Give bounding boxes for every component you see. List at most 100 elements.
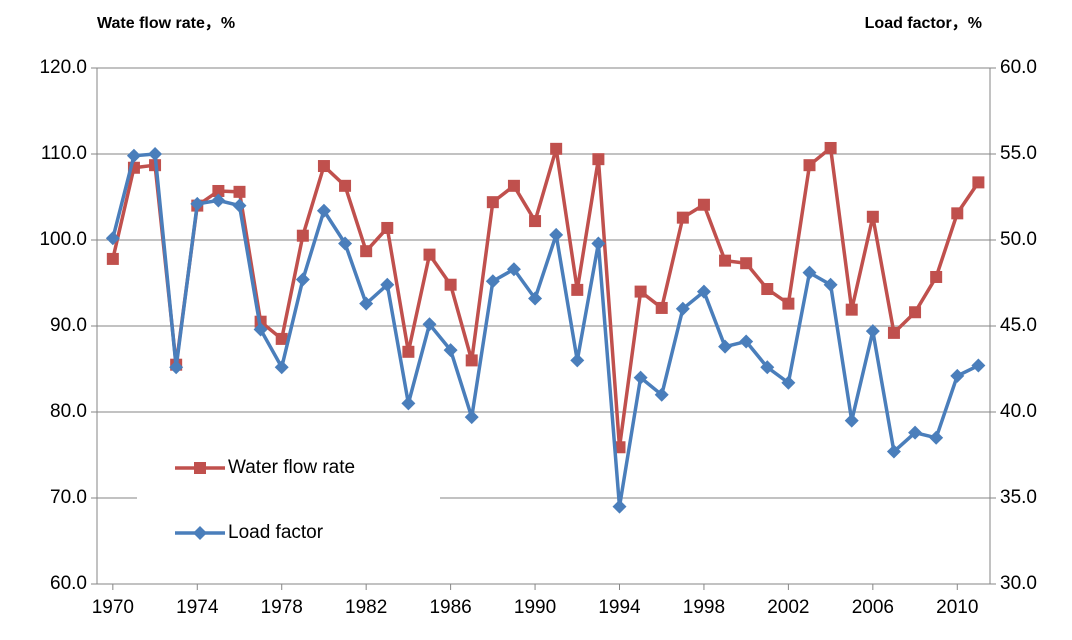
marker: [296, 229, 309, 242]
marker: [633, 370, 648, 385]
marker: [381, 221, 394, 234]
marker: [486, 196, 499, 209]
legend-label: Load factor: [228, 522, 324, 543]
marker: [423, 248, 436, 261]
marker: [444, 278, 457, 291]
y2-tick-label: 50.0: [1000, 229, 1037, 250]
marker: [866, 210, 879, 223]
marker: [232, 198, 247, 213]
marker: [612, 499, 627, 514]
x-tick-label: 1970: [92, 597, 134, 618]
marker: [465, 354, 478, 367]
x-tick-label: 2006: [852, 597, 894, 618]
marker: [317, 160, 330, 173]
marker: [591, 236, 606, 251]
marker: [824, 141, 837, 154]
x-tick-label: 1978: [261, 597, 303, 618]
marker: [971, 358, 986, 373]
marker: [929, 430, 944, 445]
marker: [972, 176, 985, 189]
marker: [823, 277, 838, 292]
marker: [253, 322, 268, 337]
marker: [194, 462, 206, 474]
marker: [402, 345, 415, 358]
y-tick-label: 90.0: [50, 315, 87, 336]
marker: [803, 159, 816, 172]
x-tick-label: 1974: [176, 597, 219, 618]
marker: [865, 324, 880, 339]
marker: [380, 277, 395, 292]
x-tick-label: 1986: [429, 597, 471, 618]
marker: [106, 252, 119, 265]
marker: [316, 203, 331, 218]
marker: [887, 326, 900, 339]
marker: [105, 231, 120, 246]
marker: [951, 207, 964, 220]
y-tick-label: 70.0: [50, 487, 87, 508]
x-tick-label: 1998: [683, 597, 725, 618]
marker: [359, 296, 374, 311]
marker: [634, 285, 647, 298]
marker: [126, 148, 141, 163]
marker: [211, 193, 226, 208]
marker: [275, 332, 288, 345]
marker: [950, 368, 965, 383]
x-tick-label: 2002: [767, 597, 809, 618]
marker: [443, 343, 458, 358]
marker: [401, 396, 416, 411]
marker: [507, 179, 520, 192]
marker: [295, 272, 310, 287]
marker: [360, 245, 373, 258]
y-tick-label: 60.0: [50, 573, 87, 594]
marker: [148, 147, 163, 161]
y2-tick-label: 40.0: [1000, 401, 1037, 422]
marker: [844, 413, 859, 428]
marker: [908, 425, 923, 440]
marker: [676, 211, 689, 224]
marker: [718, 339, 733, 354]
marker: [169, 360, 184, 375]
y-tick-label: 100.0: [39, 229, 87, 250]
marker: [592, 153, 605, 166]
marker: [760, 360, 775, 375]
marker: [739, 334, 754, 349]
marker: [675, 301, 690, 316]
y2-tick-label: 55.0: [1000, 143, 1037, 164]
x-tick-label: 1994: [598, 597, 641, 618]
y-tick-label: 120.0: [39, 57, 87, 78]
y2-tick-label: 35.0: [1000, 487, 1037, 508]
y-tick-label: 80.0: [50, 401, 87, 422]
legend-label: Water flow rate: [228, 457, 355, 478]
marker: [782, 297, 795, 310]
series-line: [111, 152, 980, 507]
marker: [212, 184, 225, 197]
marker: [550, 142, 563, 155]
marker: [909, 306, 922, 319]
marker: [697, 198, 710, 211]
marker: [886, 444, 901, 459]
y-axis-title: Wate flow rate，%: [97, 15, 235, 32]
marker: [654, 387, 669, 402]
marker: [190, 196, 205, 211]
marker: [719, 254, 732, 267]
marker: [193, 526, 207, 540]
marker: [930, 270, 943, 283]
marker: [802, 265, 817, 280]
marker: [339, 179, 352, 192]
marker: [761, 283, 774, 296]
marker: [740, 257, 753, 270]
marker: [549, 227, 564, 242]
marker: [696, 284, 711, 299]
marker: [845, 303, 858, 316]
marker: [506, 262, 521, 277]
marker: [528, 291, 543, 306]
y2-tick-label: 30.0: [1000, 573, 1037, 594]
marker: [529, 215, 542, 228]
marker: [781, 375, 796, 390]
y2-tick-label: 60.0: [1000, 57, 1037, 78]
y2-tick-label: 45.0: [1000, 315, 1037, 336]
marker: [274, 360, 289, 375]
x-tick-label: 1982: [345, 597, 387, 618]
marker: [338, 236, 353, 251]
